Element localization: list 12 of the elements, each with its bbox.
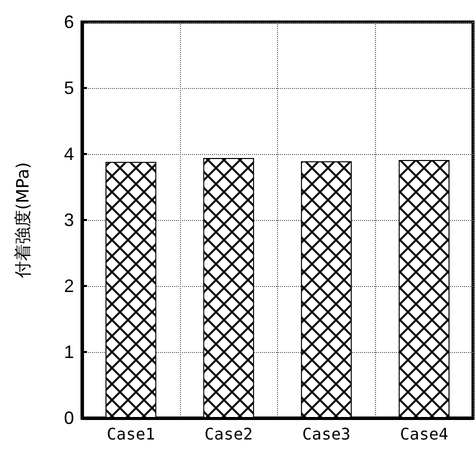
y-tick-label: 4 — [64, 144, 74, 164]
y-tick-label: 0 — [64, 408, 74, 428]
y-axis-title: 付着強度(MPa) — [14, 162, 34, 279]
y-tick-label: 3 — [64, 210, 74, 230]
y-tick-label: 1 — [64, 342, 74, 362]
x-tick-label: Case4 — [400, 424, 448, 444]
x-tick-label: Case2 — [204, 424, 253, 444]
x-tick-label: Case3 — [302, 424, 350, 444]
y-tick-label: 2 — [64, 276, 74, 296]
y-tick-label: 6 — [64, 12, 74, 32]
x-tick-label: Case1 — [106, 424, 155, 444]
y-tick-label: 5 — [64, 78, 74, 98]
